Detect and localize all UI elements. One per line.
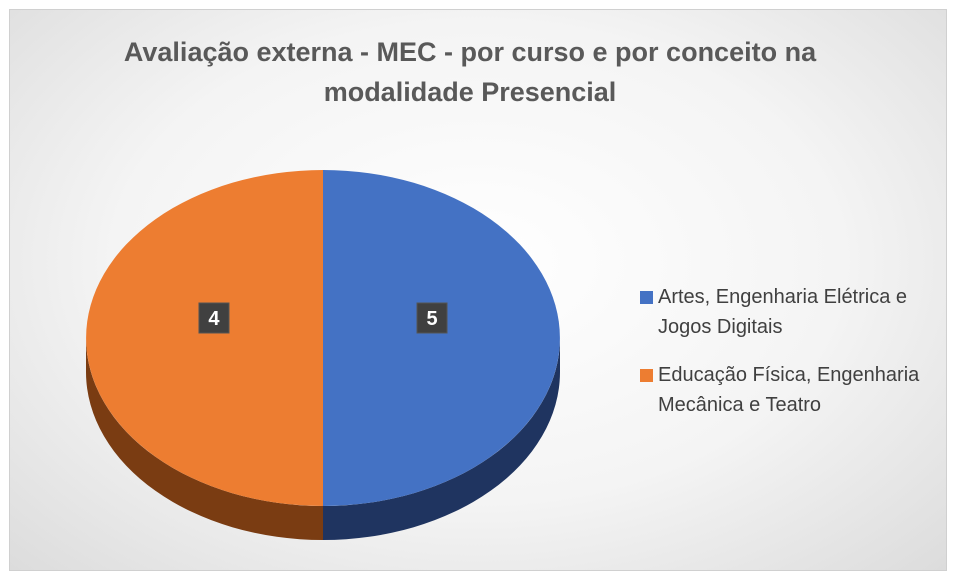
legend-label: Educação Física, Engenharia Mecânica e T… xyxy=(658,364,920,416)
data-label: 4 xyxy=(208,308,220,330)
legend-item: Educação Física, Engenharia Mecânica e T… xyxy=(640,360,940,420)
legend-swatch xyxy=(640,291,653,304)
legend-label: Artes, Engenharia Elétrica e Jogos Digit… xyxy=(658,286,908,338)
data-label: 5 xyxy=(426,308,437,330)
legend-item: Artes, Engenharia Elétrica e Jogos Digit… xyxy=(640,282,940,342)
slice xyxy=(323,170,560,506)
data-label-box xyxy=(416,302,448,334)
slice-side xyxy=(323,338,560,540)
legend-swatch xyxy=(640,369,653,382)
slice xyxy=(86,170,323,506)
slice-side xyxy=(86,338,323,540)
data-label-box xyxy=(198,302,230,334)
chart-title: Avaliação externa - MEC - por curso e po… xyxy=(123,37,817,107)
